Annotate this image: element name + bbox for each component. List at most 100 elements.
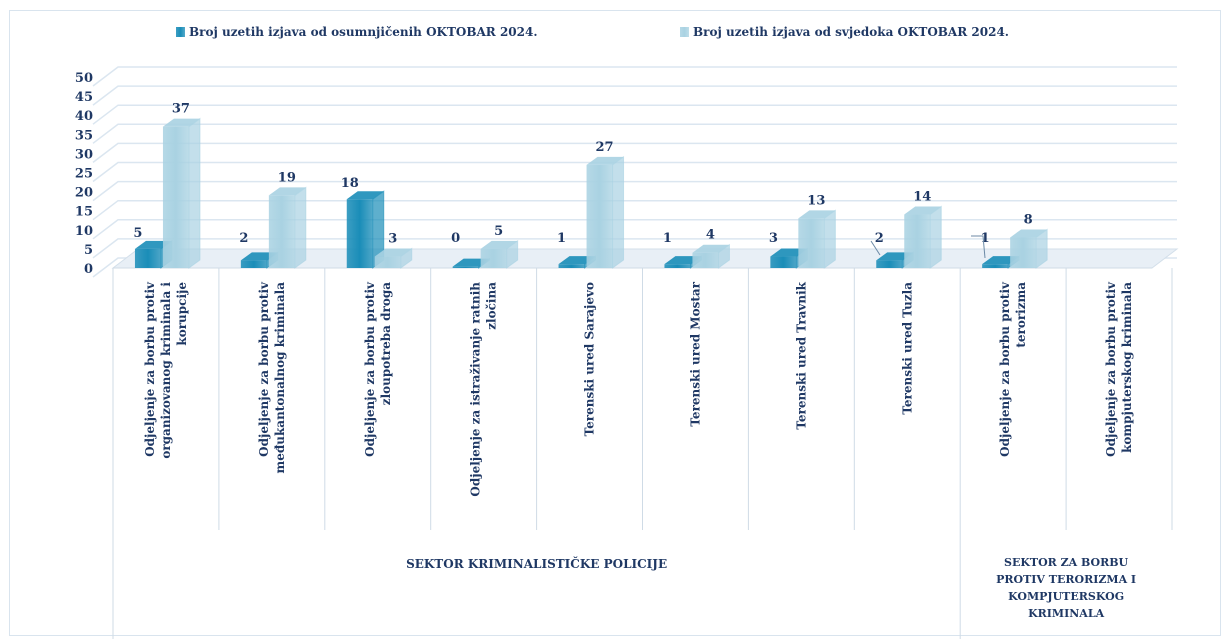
data-label: 8: [1024, 212, 1033, 227]
y-tick-label: 10: [75, 224, 93, 239]
gridline: [92, 161, 1177, 183]
bar: [798, 218, 825, 268]
x-tick-label: Odjeljenje za istraživanje ratnih: [469, 282, 483, 497]
bar-side-face: [188, 117, 201, 269]
bar-top-face: [452, 258, 490, 267]
y-tick-label: 30: [75, 147, 93, 162]
legend-swatch: [176, 27, 185, 37]
bar: [374, 256, 401, 268]
bar-side-face: [929, 205, 942, 269]
y-tick-label: 0: [84, 262, 93, 277]
y-tick-label: 50: [75, 71, 93, 86]
gridline: [92, 85, 1177, 106]
bar: [1010, 237, 1037, 268]
x-tick-label: korupcije: [175, 282, 189, 346]
bar-top-face: [240, 252, 278, 261]
group-label: KOMPJUTERSKOG: [1008, 590, 1124, 603]
y-tick-label: 20: [75, 186, 93, 201]
bar: [452, 266, 479, 268]
bar-top-face: [134, 240, 172, 249]
data-label: 27: [596, 140, 614, 155]
x-tick-label: terorizma: [1014, 282, 1028, 348]
gridline: [92, 66, 1177, 87]
x-tick-label: Odjeljenje za borbu protiv: [257, 281, 271, 457]
bar-top-face: [876, 252, 914, 261]
label-leader-line: [971, 235, 986, 259]
bar: [692, 252, 719, 268]
bar-top-face: [346, 191, 384, 200]
data-label: 2: [875, 231, 884, 246]
bar: [770, 256, 797, 268]
x-tick-label: Odjeljenje za borbu protiv: [143, 281, 157, 457]
group-label: SEKTOR ZA BORBU: [1004, 556, 1129, 569]
data-label: 1: [981, 231, 990, 246]
bar: [268, 195, 295, 268]
bar: [162, 126, 189, 268]
bar: [664, 264, 691, 268]
x-tick-label: Odjeljenje za borbu protiv: [998, 281, 1012, 457]
bar-top-face: [982, 256, 1020, 265]
data-label: 37: [172, 102, 190, 117]
data-label: 14: [913, 190, 931, 205]
bar-top-face: [798, 210, 836, 219]
data-label: 5: [494, 224, 503, 239]
gridline: [92, 180, 1177, 202]
y-tick-label: 45: [75, 90, 93, 105]
bar: [876, 260, 903, 268]
data-label: 13: [807, 193, 825, 208]
gridline: [92, 104, 1177, 125]
bar: [134, 248, 161, 268]
bar-top-face: [268, 187, 306, 196]
x-tick-label: Odjeljenje za borbu protiv: [363, 281, 377, 457]
x-tick-label: organizovanog kriminala i: [159, 282, 173, 459]
x-tick-label: Terenski ured Mostar: [688, 281, 702, 426]
bar-side-face: [823, 209, 836, 269]
data-label: 3: [769, 231, 778, 246]
bar: [480, 248, 507, 268]
x-tick-label: zločina: [485, 282, 499, 330]
y-tick-label: 15: [75, 205, 93, 220]
bar-top-face: [692, 244, 730, 253]
y-tick-label: 25: [75, 167, 93, 182]
x-tick-label: međukantonalnog kriminala: [273, 282, 287, 474]
x-tick-label: Terenski ured Tuzla: [900, 282, 914, 415]
data-label: 18: [341, 176, 359, 191]
bar: [346, 199, 373, 268]
label-leader-line: [870, 240, 881, 256]
legend-label: Broj uzetih izjava od svjedoka OKTOBAR 2…: [693, 25, 1009, 39]
chart-frame: [9, 10, 1221, 636]
bar-top-face: [480, 240, 518, 249]
group-label: PROTIV TERORIZMA I: [996, 573, 1136, 586]
bar-top-face: [586, 156, 624, 165]
data-label: 2: [239, 231, 248, 246]
bar-top-face: [770, 248, 808, 257]
gridline: [92, 142, 1177, 163]
bar-top-face: [374, 248, 412, 257]
group-label: SEKTOR KRIMINALISTIČKE POLICIJE: [406, 555, 667, 571]
y-tick-label: 5: [84, 243, 93, 258]
bar-top-face: [904, 206, 942, 215]
group-label: KRIMINALA: [1028, 607, 1104, 620]
bar-side-face: [294, 186, 307, 269]
x-tick-label: Odjeljenje za borbu protiv: [1104, 281, 1118, 457]
x-tick-label: kompjuterskog kriminala: [1120, 282, 1134, 453]
gridline: [92, 123, 1177, 144]
bar: [558, 264, 585, 268]
data-label: 19: [278, 170, 296, 185]
bar: [586, 164, 613, 268]
legend-label: Broj uzetih izjava od osumnjičenih OKTOB…: [189, 25, 538, 39]
bar: [904, 214, 931, 268]
bar-top-face: [664, 256, 702, 265]
data-label: 3: [388, 232, 397, 247]
data-label: 0: [451, 231, 460, 246]
bar: [982, 264, 1009, 268]
data-label: 4: [706, 228, 715, 243]
data-label: 1: [557, 231, 566, 246]
bar-top-face: [162, 118, 200, 127]
bar: [240, 260, 267, 268]
bar-side-face: [612, 155, 625, 269]
data-label: 1: [663, 231, 672, 246]
x-tick-label: zloupotreba droga: [379, 282, 393, 405]
x-tick-label: Terenski ured Sarajevo: [583, 282, 597, 436]
